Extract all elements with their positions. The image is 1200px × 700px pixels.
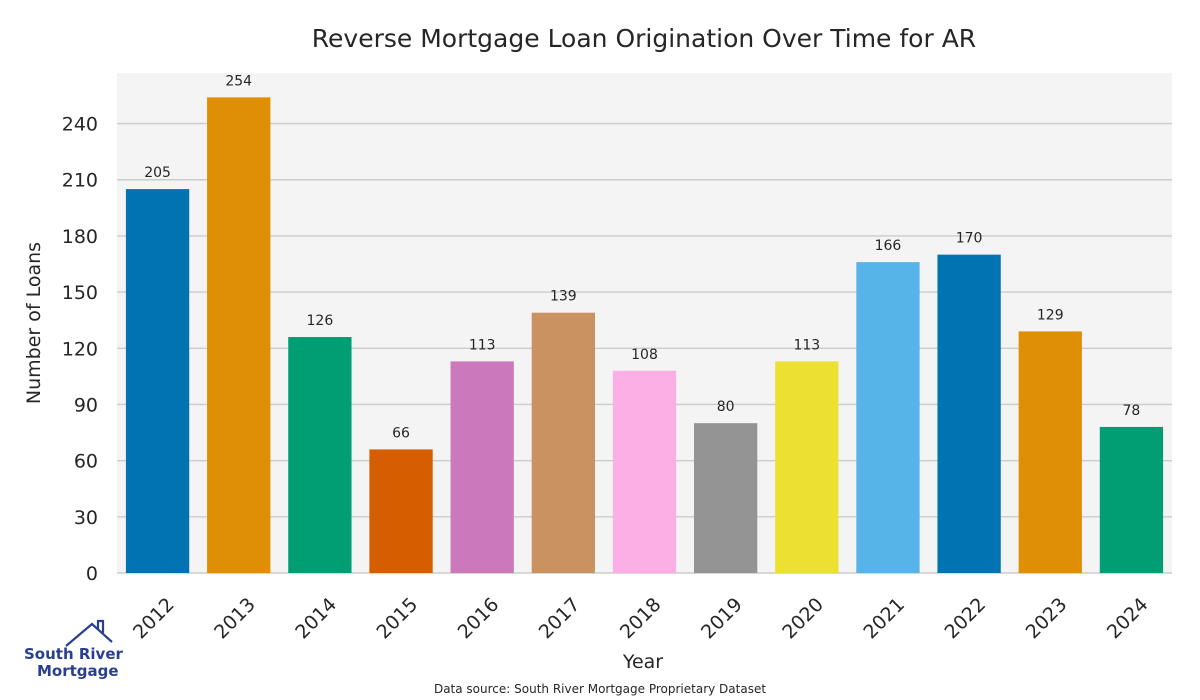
- y-tick-label: 150: [62, 282, 98, 304]
- bar-2018: [612, 370, 677, 573]
- company-logo: South River Mortgage: [24, 619, 124, 680]
- y-tick-label: 120: [62, 338, 98, 360]
- bar-2015: [369, 449, 433, 573]
- data-label-2013: 254: [225, 73, 252, 89]
- x-tick-label-2020: 2020: [778, 594, 828, 644]
- bar-2012: [125, 189, 190, 574]
- x-tick-label-2015: 2015: [372, 594, 422, 644]
- bars: [125, 97, 1164, 574]
- data-label-2015: 66: [392, 425, 410, 441]
- data-label-2021: 166: [875, 238, 902, 254]
- bar-2024: [1099, 426, 1164, 573]
- y-tick-label: 60: [74, 451, 98, 473]
- chart-title: Reverse Mortgage Loan Origination Over T…: [312, 24, 976, 53]
- x-tick-label-2019: 2019: [697, 594, 747, 644]
- logo-text-line2: Mortgage: [37, 662, 119, 680]
- data-label-2014: 126: [307, 313, 334, 329]
- x-tick-label-2021: 2021: [859, 594, 909, 644]
- x-axis-title: Year: [622, 651, 663, 673]
- data-label-2022: 170: [956, 231, 983, 247]
- x-tick-label-2012: 2012: [129, 594, 179, 644]
- data-label-2020: 113: [793, 337, 820, 353]
- data-label-2012: 205: [144, 165, 171, 181]
- y-tick-label: 90: [74, 394, 98, 416]
- x-tick-label-2016: 2016: [454, 594, 504, 644]
- y-tick-label: 180: [62, 226, 98, 248]
- x-tick-labels: 2012 2013 2014 2015 2016 2017 2018 2019 2020 2021…: [129, 594, 1153, 644]
- x-tick-label-2014: 2014: [291, 594, 341, 644]
- house-roof-icon: [65, 619, 113, 647]
- bar-2019: [694, 423, 758, 573]
- x-tick-label-2017: 2017: [535, 594, 585, 644]
- x-tick-label-2013: 2013: [210, 594, 260, 644]
- y-tick-label: 0: [86, 563, 98, 585]
- data-label-2023: 129: [1037, 307, 1064, 323]
- x-tick-label-2022: 2022: [941, 594, 991, 644]
- bar-2021: [856, 262, 920, 573]
- data-labels: 205 254 126 66 113 139 108 80 113 166 170 129 78: [144, 73, 1140, 441]
- bar-2022: [937, 254, 1001, 573]
- y-tick-label: 210: [62, 170, 98, 192]
- bar-2013: [207, 97, 271, 573]
- x-tick-label-2018: 2018: [616, 594, 666, 644]
- logo-text-line1: South River: [24, 645, 124, 663]
- bar-2014: [288, 337, 352, 573]
- y-tick-label: 240: [62, 114, 98, 136]
- y-tick-label: 30: [74, 507, 98, 529]
- x-tick-label-2024: 2024: [1103, 594, 1153, 644]
- bar-2016: [450, 361, 514, 573]
- data-label-2017: 139: [550, 289, 577, 305]
- data-source-note: Data source: South River Mortgage Propri…: [434, 682, 766, 696]
- data-label-2018: 108: [631, 347, 658, 363]
- y-tick-labels: 0 30 60 90 120 150 180 210 240: [62, 114, 98, 585]
- bar-2023: [1018, 331, 1082, 573]
- data-label-2024: 78: [1123, 403, 1141, 419]
- y-axis-title: Number of Loans: [23, 242, 45, 404]
- bar-2020: [775, 361, 839, 573]
- x-tick-label-2023: 2023: [1022, 594, 1072, 644]
- data-label-2016: 113: [469, 337, 496, 353]
- bar-2017: [531, 312, 595, 573]
- data-label-2019: 80: [717, 399, 735, 415]
